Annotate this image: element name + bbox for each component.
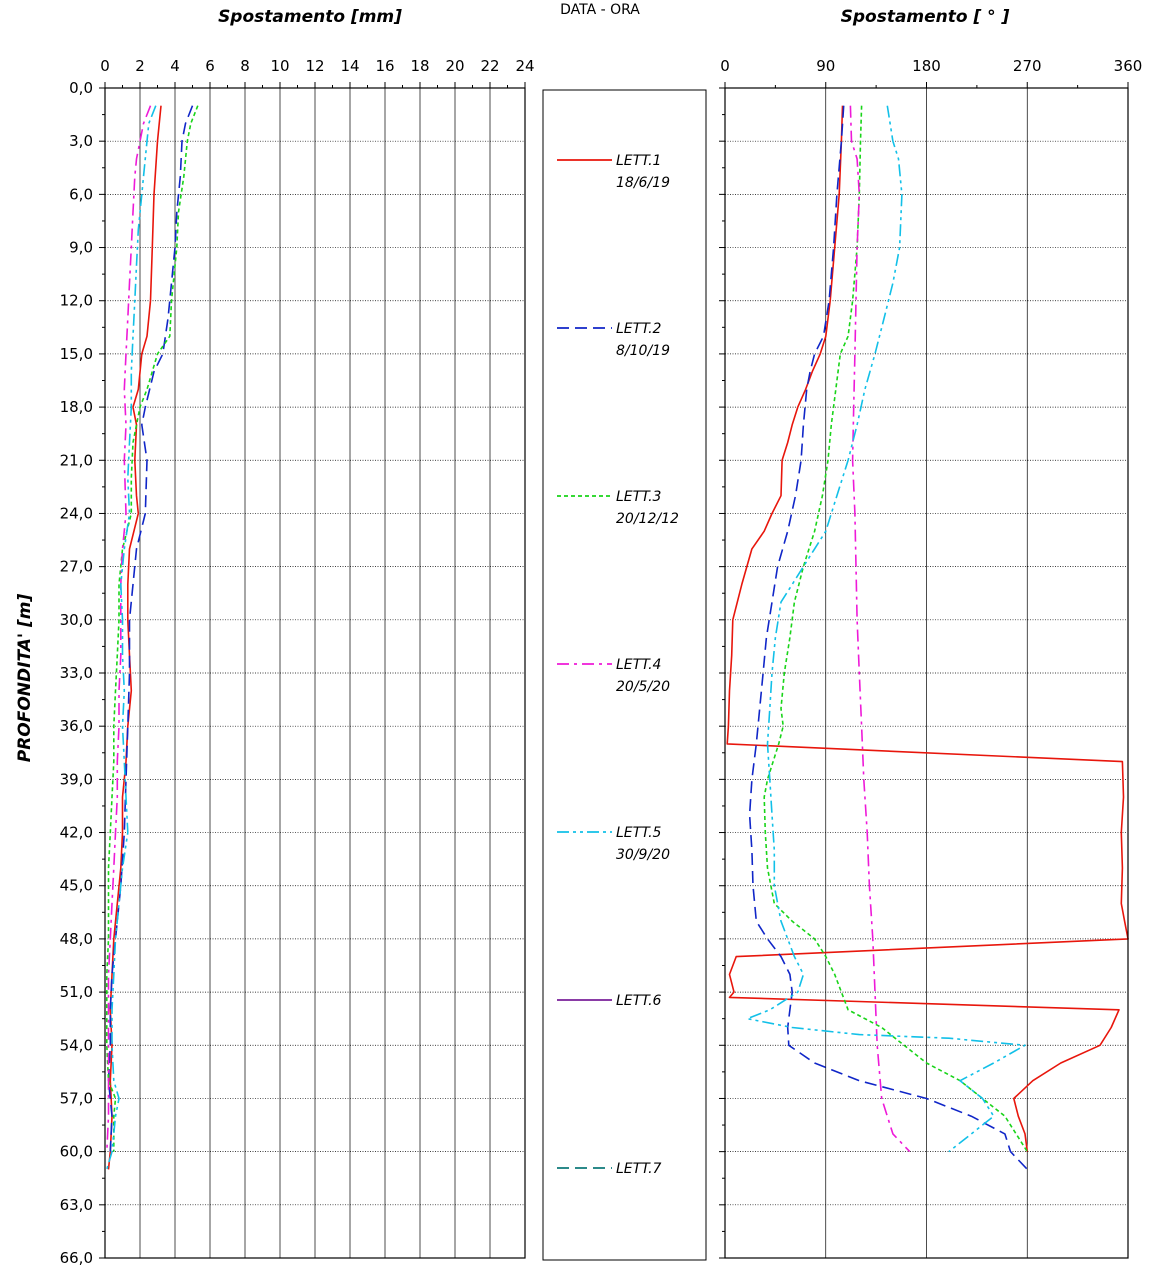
x-tick-label: 0 [720, 57, 730, 75]
y-tick-label: 57,0 [60, 1089, 93, 1107]
chart2-title: Spostamento [ ° ] [841, 7, 1010, 27]
x-tick-label: 20 [445, 57, 464, 75]
series-line-lett1 [726, 105, 1129, 1152]
legend-label: LETT.4 [616, 657, 661, 673]
legend-date: 18/6/19 [616, 175, 670, 191]
y-tick-label: 21,0 [60, 451, 93, 469]
x-tick-label: 6 [205, 57, 215, 75]
x-tick-label: 24 [515, 57, 534, 75]
series-line-lett5 [746, 105, 1026, 1153]
y-tick-label: 33,0 [60, 664, 93, 682]
y-tick-label: 48,0 [60, 930, 93, 948]
y-tick-label: 51,0 [60, 983, 93, 1001]
y-tick-label: 30,0 [60, 611, 93, 629]
x-tick-label: 14 [340, 57, 359, 75]
center-label: DATA - ORA [560, 2, 640, 18]
y-tick-label: 6,0 [69, 185, 93, 203]
legend-date: 30/9/20 [616, 847, 670, 863]
x-tick-label: 270 [1013, 57, 1042, 75]
series-line-lett4 [849, 105, 911, 1153]
y-tick-label: 15,0 [60, 345, 93, 363]
y-tick-label: 12,0 [60, 292, 93, 310]
legend: LETT.1 18/6/19 LETT.2 8/10/19 LETT.3 20/12/12… [557, 153, 679, 1177]
x-tick-label: 18 [410, 57, 429, 75]
x-tick-label: 4 [170, 57, 180, 75]
legend-date: 20/5/20 [616, 679, 670, 695]
y-tick-label: 18,0 [60, 398, 93, 416]
legend-date: 8/10/19 [616, 343, 670, 359]
y-axis-label: PROFONDITA' [m] [15, 594, 35, 763]
y-tick-label: 39,0 [60, 770, 93, 788]
legend-date: 20/12/12 [616, 511, 679, 527]
x-tick-label: 10 [270, 57, 289, 75]
x-tick-label: 90 [816, 57, 835, 75]
chart1-y-tick-labels: 0,0 3,0 6,0 9,0 12,0 15,0 18,0 21,0 24,0 27,0 30,0… [60, 79, 93, 1267]
y-tick-label: 45,0 [60, 877, 93, 895]
legend-label: LETT.6 [616, 993, 662, 1009]
y-tick-label: 0,0 [69, 79, 93, 97]
legend-label: LETT.2 [616, 321, 662, 337]
y-tick-label: 42,0 [60, 824, 93, 842]
y-tick-label: 63,0 [60, 1196, 93, 1214]
legend-label: LETT.5 [616, 825, 662, 841]
legend-label: LETT.7 [616, 1161, 662, 1177]
chart2-series [726, 105, 1129, 1170]
series-line-lett2 [748, 105, 1028, 1170]
chart2-grid [719, 82, 1129, 1259]
chart2-x-tick-labels: 0 90 180 270 360 [720, 57, 1142, 75]
series-line-lett3 [763, 105, 1028, 1153]
x-tick-label: 22 [480, 57, 499, 75]
x-tick-label: 0 [100, 57, 110, 75]
x-tick-label: 2 [135, 57, 145, 75]
x-tick-label: 16 [375, 57, 394, 75]
y-tick-label: 3,0 [69, 132, 93, 150]
chart1-grid [99, 82, 526, 1259]
legend-label: LETT.1 [616, 153, 661, 169]
chart1-plot-frame [104, 87, 526, 1259]
chart1-series [106, 105, 199, 1170]
y-tick-label: 36,0 [60, 717, 93, 735]
y-tick-label: 27,0 [60, 558, 93, 576]
x-tick-label: 360 [1114, 57, 1143, 75]
chart1-title: Spostamento [mm] [218, 7, 402, 27]
x-tick-label: 12 [305, 57, 324, 75]
series-line-lett1 [107, 105, 162, 1170]
series-line-lett2 [107, 105, 194, 1152]
chart2-plot-frame [724, 87, 1129, 1259]
y-tick-label: 9,0 [69, 239, 93, 257]
x-tick-label: 180 [912, 57, 941, 75]
legend-label: LETT.3 [616, 489, 661, 505]
x-tick-label: 8 [240, 57, 250, 75]
legend-box [542, 89, 707, 1261]
series-line-lett5 [106, 105, 157, 1170]
y-tick-label: 54,0 [60, 1036, 93, 1054]
chart1-x-tick-labels: 0 2 4 6 8 10 12 14 16 18 20 22 24 [100, 57, 534, 75]
y-tick-label: 66,0 [60, 1249, 93, 1267]
y-tick-label: 24,0 [60, 504, 93, 522]
y-tick-label: 60,0 [60, 1143, 93, 1161]
series-line-lett3 [106, 105, 199, 1152]
